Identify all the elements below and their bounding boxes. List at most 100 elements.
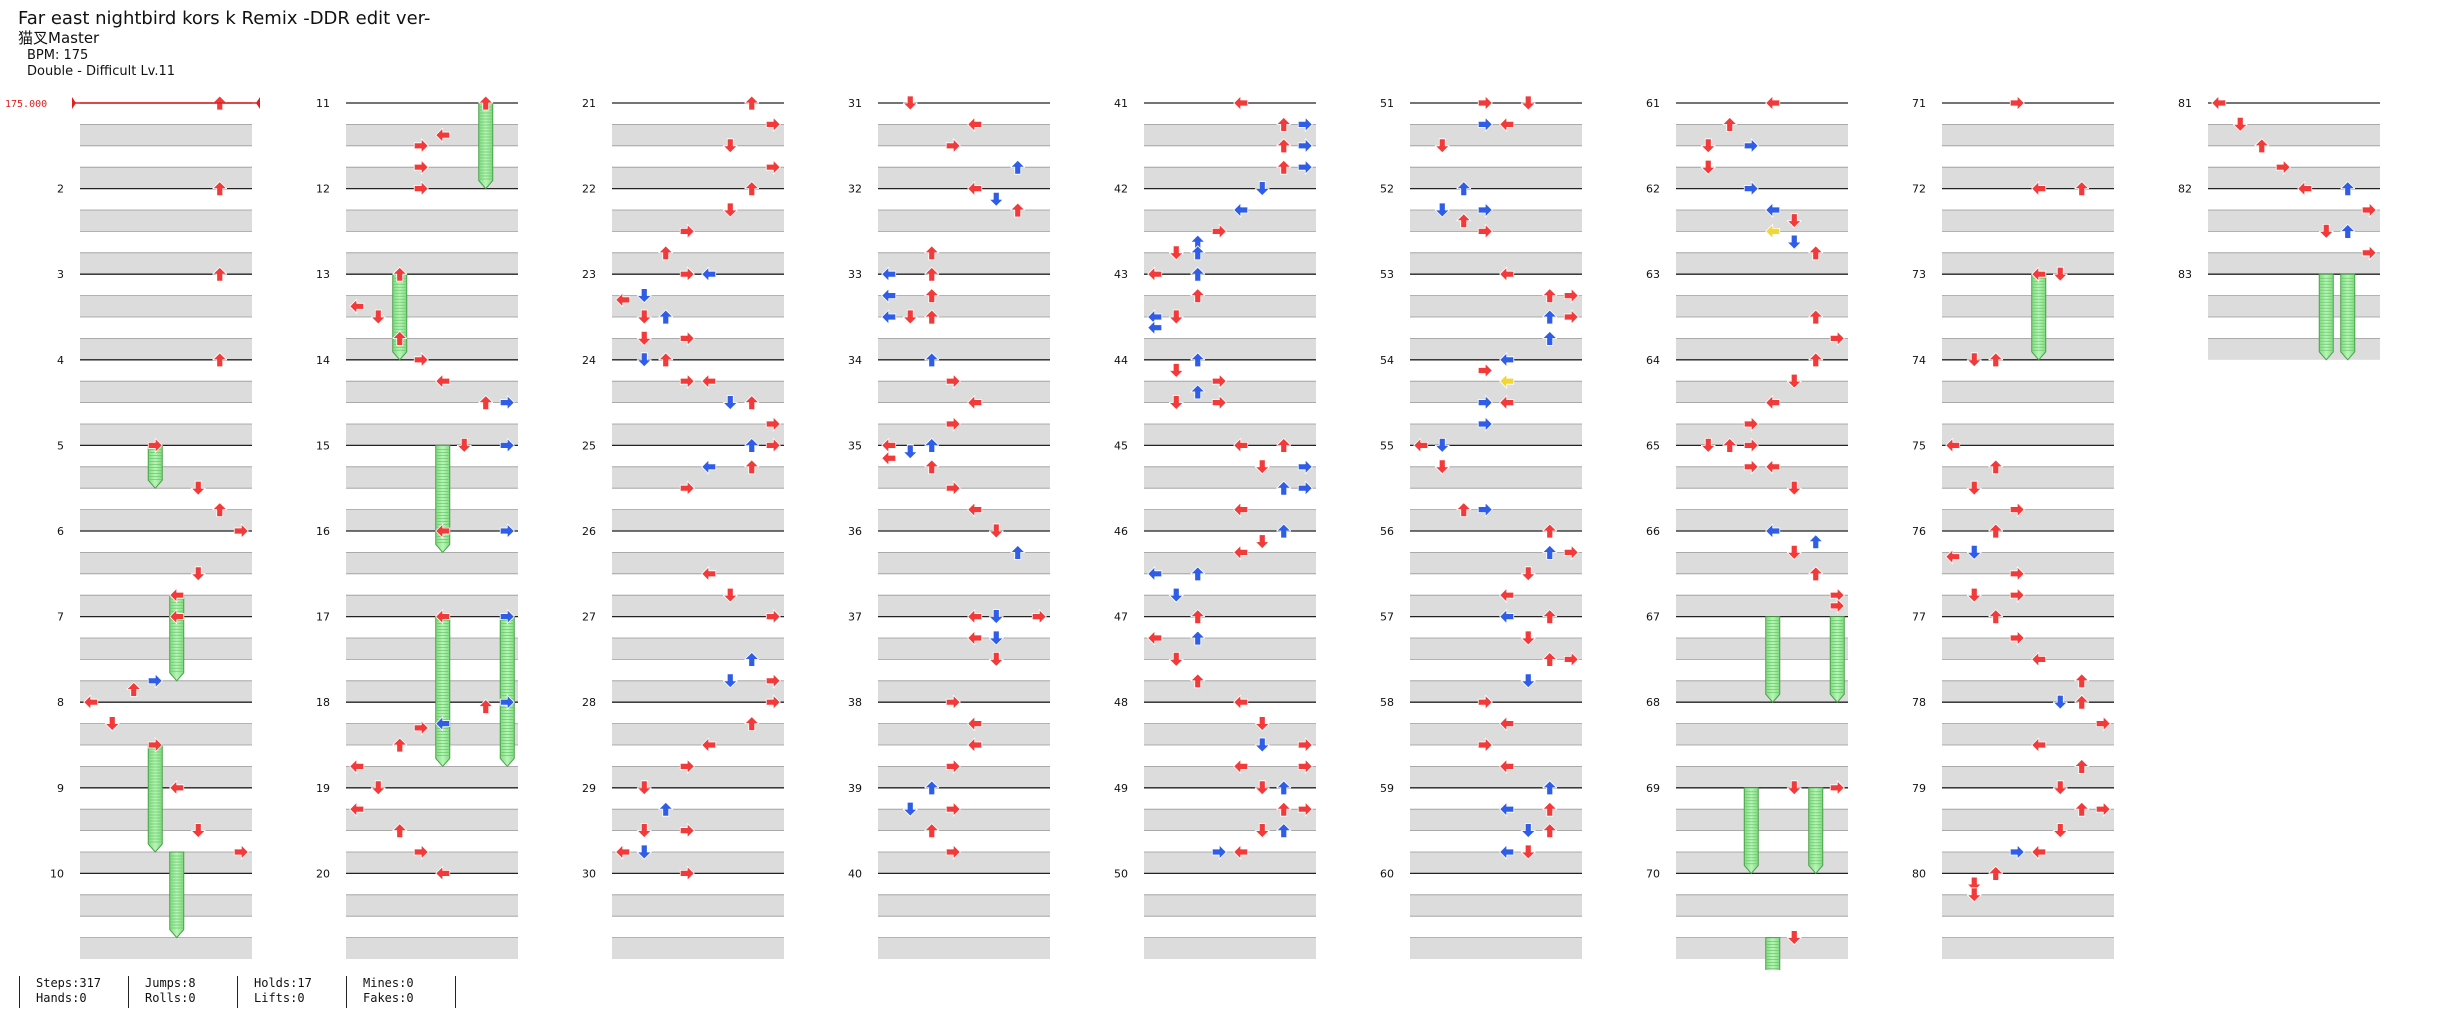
beat-band — [878, 723, 1050, 745]
step-arrow — [1413, 437, 1429, 453]
beat-band — [1144, 638, 1316, 660]
measure-number: 19 — [316, 782, 330, 795]
beat-band — [1942, 295, 2114, 317]
step-arrow — [2031, 181, 2047, 197]
measure-number: 57 — [1380, 611, 1394, 624]
step-arrow — [1477, 395, 1493, 411]
step-arrow — [456, 437, 472, 453]
step-arrow — [1499, 844, 1515, 860]
beat-band — [1942, 381, 2114, 403]
step-arrow — [1945, 437, 1961, 453]
step-arrow — [1276, 780, 1292, 796]
step-arrow — [1254, 534, 1270, 550]
step-arrow — [765, 694, 781, 710]
measure-number: 21 — [582, 97, 596, 110]
measure-number: 14 — [316, 354, 330, 367]
step-arrow — [478, 95, 494, 111]
step-arrow — [679, 373, 695, 389]
step-arrow — [765, 159, 781, 175]
beat-band — [1676, 210, 1848, 232]
step-arrow — [658, 352, 674, 368]
step-arrow — [1297, 480, 1313, 496]
measure-number: 73 — [1912, 268, 1926, 281]
step-arrow — [744, 395, 760, 411]
step-arrow — [1520, 823, 1536, 838]
step-arrow — [1254, 716, 1270, 731]
measure-number: 30 — [582, 867, 596, 880]
step-arrow — [190, 566, 206, 582]
beat-band — [1410, 295, 1582, 317]
step-arrow — [1966, 587, 1982, 603]
beat-band — [1676, 338, 1848, 360]
beat-band — [1410, 466, 1582, 489]
step-arrow — [1966, 352, 1982, 368]
step-arrow — [392, 737, 408, 753]
measure-number: 26 — [582, 525, 596, 538]
beat-band — [346, 595, 518, 617]
measure-number: 39 — [848, 782, 862, 795]
step-arrow — [190, 823, 206, 838]
beat-band — [1942, 723, 2114, 745]
beat-band — [80, 894, 252, 917]
step-arrow — [945, 480, 961, 496]
measure-number: 2 — [57, 183, 64, 196]
beat-band — [878, 424, 1050, 446]
beat-band — [1676, 595, 1848, 617]
step-arrow — [435, 523, 451, 539]
step-arrow — [349, 298, 365, 314]
step-arrow — [2275, 159, 2291, 175]
beat-band — [1942, 509, 2114, 531]
step-arrow — [1477, 223, 1493, 239]
beat-band — [80, 252, 252, 275]
step-arrow — [945, 138, 961, 154]
beat-band — [1942, 852, 2114, 874]
beat-band — [1144, 552, 1316, 574]
step-arrow — [1966, 887, 1982, 903]
beat-band — [878, 381, 1050, 403]
beat-band — [346, 381, 518, 403]
step-arrow — [765, 609, 781, 624]
step-arrow — [392, 823, 408, 838]
measure-number: 81 — [2178, 97, 2192, 110]
measure-number: 25 — [582, 439, 596, 452]
hold-note — [1808, 787, 1824, 875]
step-arrow — [2031, 844, 2047, 860]
step-arrow — [1786, 213, 1802, 229]
step-arrow — [1190, 384, 1206, 400]
beat-band — [1410, 124, 1582, 146]
step-arrow — [413, 352, 429, 368]
step-arrow — [945, 801, 961, 817]
step-arrow — [1988, 352, 2004, 368]
step-arrow — [902, 309, 918, 325]
step-arrow — [1945, 549, 1961, 565]
measure-number: 13 — [316, 268, 330, 281]
step-arrow — [1254, 459, 1270, 475]
beat-band — [1410, 638, 1582, 660]
step-arrow — [881, 288, 897, 304]
step-arrow — [1988, 609, 2004, 624]
step-arrow — [1254, 823, 1270, 838]
beat-band — [878, 252, 1050, 275]
step-arrow — [765, 416, 781, 432]
step-arrow — [1743, 459, 1759, 475]
step-arrow — [945, 844, 961, 860]
beat-band — [1144, 210, 1316, 232]
beat-band — [1144, 167, 1316, 189]
beat-band — [346, 937, 518, 959]
beat-band — [1942, 424, 2114, 446]
step-notes — [83, 95, 2377, 945]
measure-number: 74 — [1912, 354, 1926, 367]
bpm-marker-flag-end — [256, 97, 260, 109]
step-arrow — [881, 309, 897, 325]
measure-number: 28 — [582, 696, 596, 709]
hold-note — [2031, 273, 2047, 361]
step-arrow — [679, 330, 695, 346]
beat-band — [612, 894, 784, 917]
song-artist: 猫叉Master — [18, 29, 100, 47]
hold-note — [2340, 273, 2356, 361]
step-arrow — [881, 266, 897, 282]
step-arrow — [2074, 759, 2090, 774]
measure-number: 40 — [848, 867, 862, 880]
beat-band — [80, 381, 252, 403]
beat-band — [612, 638, 784, 660]
